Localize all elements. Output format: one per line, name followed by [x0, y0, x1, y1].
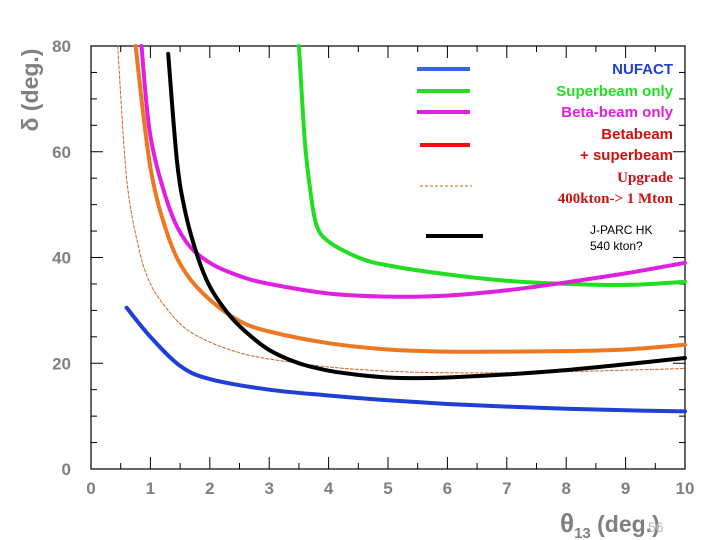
legend-label-1-0: Superbeam only — [556, 83, 673, 100]
y-axis-title: δ (deg.) — [17, 49, 43, 132]
legend-label-0-0: NUFACT — [612, 61, 673, 78]
y-tick-label: 40 — [52, 249, 71, 268]
legend-label-5-1: 540 kton? — [590, 239, 643, 253]
page-number: 56 — [648, 519, 664, 535]
x-axis-title-main: θ — [560, 508, 574, 538]
x-axis-title-unit: (deg.) — [591, 511, 660, 537]
x-tick-label: 1 — [146, 479, 155, 498]
x-tick-label: 5 — [383, 479, 392, 498]
x-tick-label: 6 — [443, 479, 452, 498]
x-axis-title: θ13 (deg.) — [560, 508, 660, 540]
ticks-group: 0 1 2 3 4 5 6 7 8 9 10 0 20 40 60 80 — [52, 37, 694, 498]
y-tick-label: 60 — [52, 143, 71, 162]
series-line-3 — [133, 44, 687, 354]
x-tick-label: 9 — [621, 479, 630, 498]
legend: NUFACT Superbeam only Beta-beam only Betabe… — [417, 61, 674, 253]
series-line-5 — [166, 51, 687, 381]
y-tick-label: 20 — [52, 354, 71, 373]
y-tick-label: 0 — [62, 460, 71, 479]
x-tick-label: 0 — [86, 479, 95, 498]
x-tick-label: 7 — [502, 479, 511, 498]
x-tick-label: 8 — [561, 479, 570, 498]
x-axis-title-sub: 13 — [574, 525, 591, 540]
legend-label-3-1: + superbeam — [580, 147, 673, 164]
series-group — [117, 44, 687, 414]
series-line-2 — [139, 44, 687, 299]
legend-label-4-0: Upgrade — [617, 170, 673, 186]
legend-label-3-0: Betabeam — [601, 126, 673, 143]
legend-label-2-0: Beta-beam only — [561, 104, 673, 121]
x-tick-label: 2 — [205, 479, 214, 498]
y-tick-label: 80 — [52, 37, 71, 56]
legend-label-4-1: 400kton-> 1 Mton — [558, 191, 674, 207]
series-line-0 — [124, 305, 687, 414]
x-tick-label: 4 — [324, 479, 334, 498]
legend-label-5-0: J-PARC HK — [590, 223, 652, 237]
x-tick-label: 3 — [264, 479, 273, 498]
x-tick-label: 10 — [676, 479, 695, 498]
